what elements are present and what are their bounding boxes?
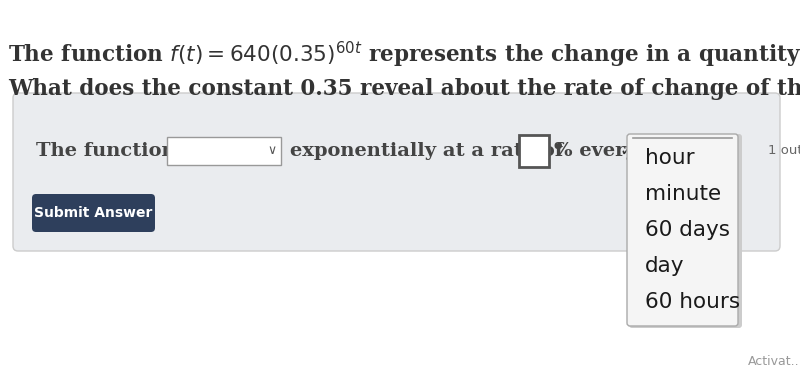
FancyBboxPatch shape	[32, 194, 155, 232]
Text: Activat...: Activat...	[748, 355, 800, 368]
Text: The function is: The function is	[36, 142, 201, 160]
Text: What does the constant 0.35 reveal about the rate of change of the quantity?: What does the constant 0.35 reveal about…	[8, 78, 800, 100]
Text: ✓: ✓	[620, 142, 634, 160]
FancyBboxPatch shape	[167, 137, 281, 165]
Text: 60 hours: 60 hours	[645, 292, 740, 312]
Text: minute: minute	[645, 184, 721, 204]
Text: % every: % every	[554, 142, 637, 160]
Text: ∨: ∨	[267, 144, 277, 158]
Text: 60 days: 60 days	[645, 220, 730, 240]
FancyBboxPatch shape	[13, 93, 780, 251]
FancyBboxPatch shape	[629, 134, 742, 328]
Text: day: day	[645, 256, 685, 276]
FancyBboxPatch shape	[627, 134, 738, 326]
Text: exponentially at a rate of: exponentially at a rate of	[290, 142, 563, 160]
Text: The function $f(t) = 640(0.35)^{60t}$ represents the change in a quantity over $: The function $f(t) = 640(0.35)^{60t}$ re…	[8, 40, 800, 70]
Text: hour: hour	[645, 148, 694, 168]
Text: 1 out of: 1 out of	[768, 144, 800, 158]
Text: Submit Answer: Submit Answer	[34, 206, 153, 220]
FancyBboxPatch shape	[519, 135, 549, 167]
